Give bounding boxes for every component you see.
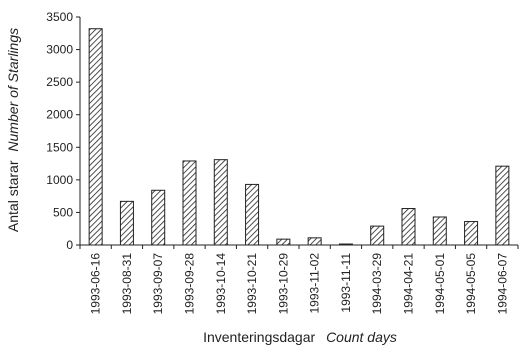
- bars-group: [88, 28, 510, 246]
- x-tick-label: 1994-05-01: [433, 253, 447, 315]
- bar-1993-09-07: [151, 189, 166, 246]
- bar-1994-05-01: [432, 216, 447, 246]
- x-tick-label: 1994-03-29: [370, 253, 384, 315]
- x-tick-label: 1994-06-07: [495, 253, 509, 315]
- x-tick-label: 1993-11-02: [308, 253, 322, 314]
- bar-1994-03-29: [370, 225, 385, 246]
- y-ticks-group: 0 500 1000 1500 2000 2500 3000 3500: [46, 10, 80, 252]
- x-tick-label: 1993-09-28: [183, 253, 197, 315]
- x-tick-label: 1993-11-11: [339, 253, 353, 313]
- x-axis-title-italic: Count days: [326, 329, 397, 345]
- y-tick-label: 2000: [46, 108, 73, 122]
- y-tick-label: 2500: [46, 75, 73, 89]
- x-tick-label: 1993-10-29: [276, 253, 290, 315]
- x-tick-label: 1993-09-07: [151, 253, 165, 315]
- bar-1993-10-21: [245, 183, 260, 246]
- x-tick-label: 1993-10-14: [214, 253, 228, 315]
- x-tick-label: 1993-10-21: [245, 253, 259, 315]
- bar-1994-06-07: [495, 165, 510, 246]
- y-tick-label: 500: [53, 205, 73, 219]
- bar-1993-10-29: [276, 238, 291, 246]
- x-tick-label: 1994-05-05: [464, 253, 478, 315]
- bar-1993-10-14: [213, 159, 228, 246]
- bar-1993-11-02: [307, 237, 322, 246]
- bar-1993-09-28: [182, 160, 197, 246]
- x-tick-label: 1994-04-21: [402, 253, 416, 315]
- bar-1993-08-31: [119, 200, 134, 246]
- y-tick-label: 1500: [46, 140, 73, 154]
- x-tick-label: 1993-08-31: [120, 253, 134, 315]
- y-tick-label: 0: [66, 238, 73, 252]
- y-tick-label: 1000: [46, 173, 73, 187]
- y-axis-title-italic: Number of Starlings: [5, 28, 21, 152]
- y-axis-title-plain: Antal starar: [5, 160, 21, 232]
- axes-group: [79, 17, 518, 246]
- x-axis-title: Inventeringsdagar Count days: [203, 329, 397, 345]
- x-ticks-group: 1993-06-16 1993-08-31 1993-09-07 1993-09-28…: [79, 245, 519, 315]
- y-axis-title: Antal starar Number of Starlings: [5, 28, 21, 232]
- x-axis-title-plain: Inventeringsdagar: [203, 329, 315, 345]
- x-tick-label: 1993-06-16: [89, 253, 103, 315]
- bar-1994-04-21: [401, 208, 416, 246]
- bar-1994-05-05: [464, 221, 479, 246]
- bar-1993-06-16: [88, 28, 103, 246]
- y-tick-label: 3000: [46, 43, 73, 57]
- y-tick-label: 3500: [46, 10, 73, 24]
